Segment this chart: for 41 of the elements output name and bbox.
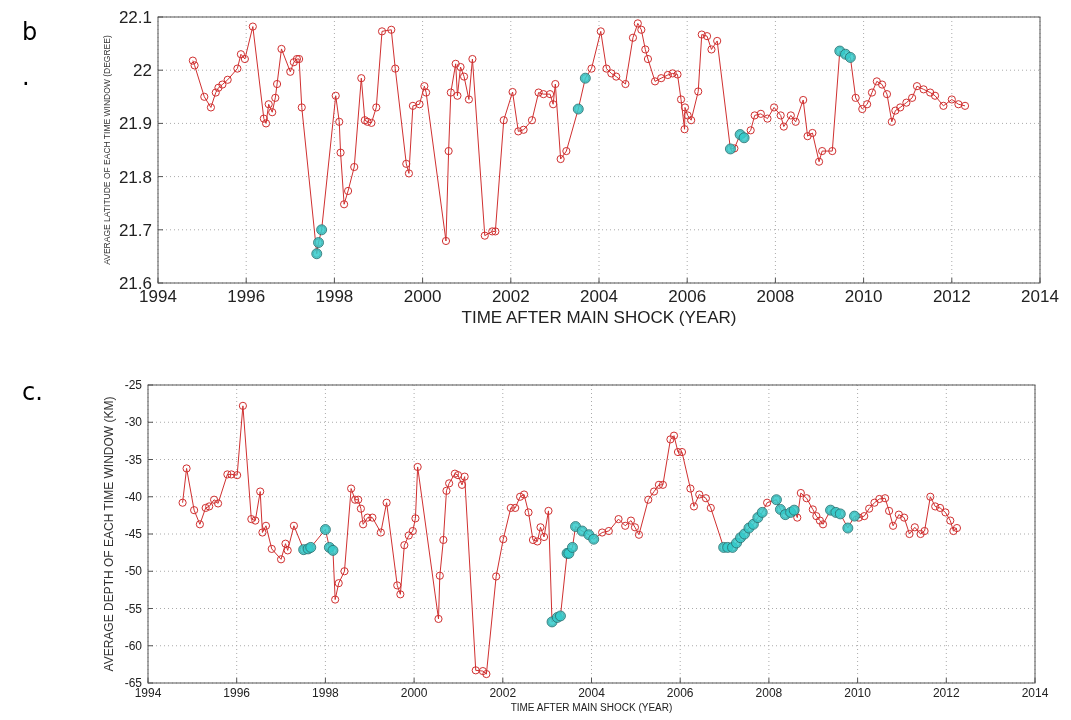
y-tick-label: 22.1 [118, 7, 152, 27]
x-tick-label: 2012 [932, 287, 971, 306]
text: c. [22, 378, 43, 406]
x-tick-label: 2012 [932, 686, 960, 700]
x-tick-label: 2000 [400, 686, 428, 700]
y-tick-label: -60 [124, 638, 143, 653]
x-tick-label: 2002 [489, 686, 517, 700]
y-tick-label: -45 [124, 527, 143, 542]
x-tick-label: 2008 [755, 686, 783, 700]
text: . [22, 63, 30, 91]
x-tick-label: 2014 [1021, 686, 1049, 700]
x-tick-label: 2006 [666, 686, 694, 700]
x-tick-label: 1996 [227, 287, 266, 306]
x-tick-label: 2004 [578, 686, 606, 700]
y-tick-label: -25 [124, 378, 143, 393]
y-tick-label: -50 [124, 564, 143, 579]
x-axis-title: TIME AFTER MAIN SHOCK (YEAR) [510, 702, 673, 713]
y-axis-title: AVERAGE DEPTH OF EACH TIME WINDOW (KM) [101, 396, 116, 672]
x-axis-title: TIME AFTER MAIN SHOCK (YEAR) [461, 308, 737, 327]
y-axis-title: AVERAGE LATITUDE OF EACH TIME WINDOW (DEGREE) [101, 35, 112, 265]
y-tick-label: 21.9 [118, 114, 152, 134]
text: b [22, 18, 38, 46]
x-tick-label: 1994 [134, 686, 162, 700]
y-tick-label: -30 [124, 415, 143, 430]
x-tick-label: 1998 [315, 287, 354, 306]
x-tick-label: 2010 [844, 287, 883, 306]
y-tick-label: 22 [133, 61, 152, 81]
y-tick-label: 21.8 [118, 167, 152, 187]
x-tick-label: 2004 [580, 287, 618, 306]
x-tick-label: 2014 [1021, 287, 1059, 306]
x-tick-label: 2000 [403, 287, 442, 306]
y-tick-label: -55 [124, 601, 143, 616]
y-tick-label: 21.7 [118, 220, 152, 240]
x-tick-label: 1998 [312, 686, 340, 700]
x-tick-label: 2006 [668, 287, 707, 306]
x-tick-label: 2010 [844, 686, 872, 700]
y-tick-label: -35 [124, 452, 143, 467]
x-tick-label: 1996 [223, 686, 251, 700]
x-tick-label: 2008 [756, 287, 795, 306]
y-tick-label: -40 [124, 489, 143, 504]
x-tick-label: 2002 [491, 287, 530, 306]
